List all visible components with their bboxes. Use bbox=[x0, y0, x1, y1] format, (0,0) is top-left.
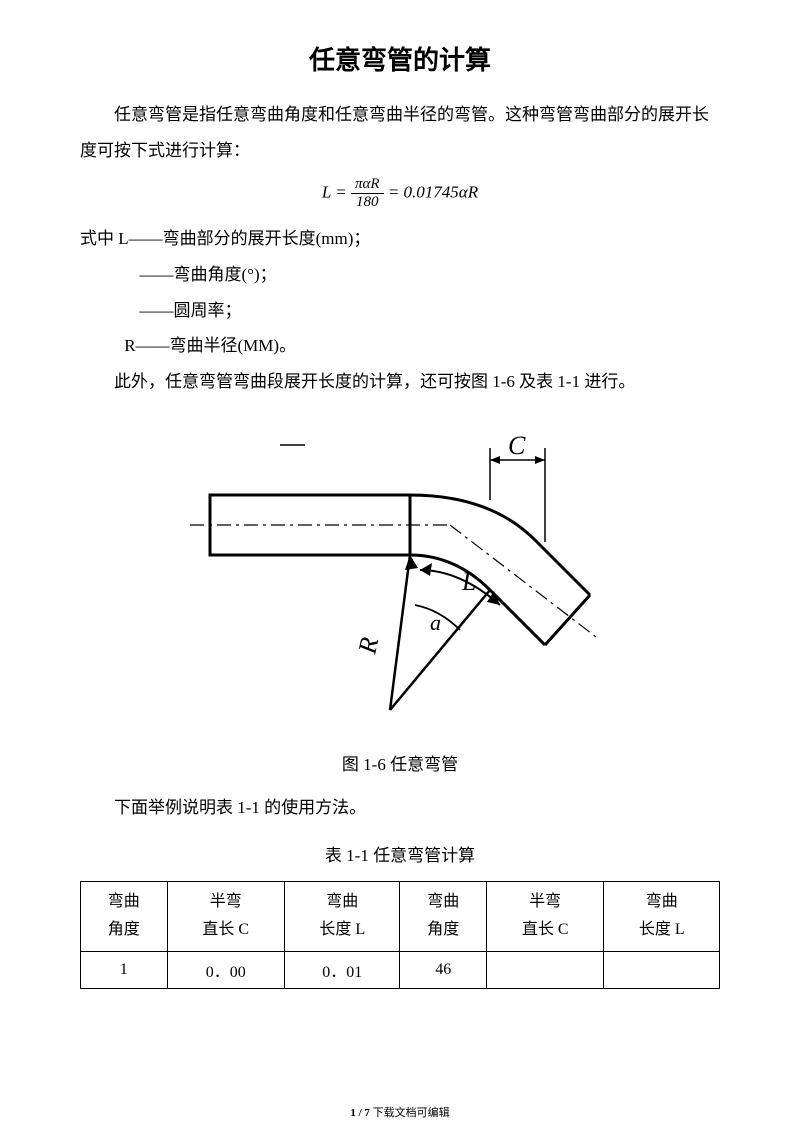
formula-lhs: L bbox=[322, 183, 331, 202]
def-pi: ——圆周率； bbox=[80, 293, 720, 329]
figure-pipe: C L a R bbox=[80, 430, 720, 735]
footer-page: 1 / 7 bbox=[350, 1107, 370, 1119]
table-header-row: 弯曲角度 半弯直长 C 弯曲长度 L 弯曲角度 半弯直长 C 弯曲长度 L bbox=[81, 881, 720, 952]
definition-list: 式中 L——弯曲部分的展开长度(mm)； ——弯曲角度(°)； ——圆周率； R… bbox=[80, 221, 720, 364]
label-R: R bbox=[352, 634, 384, 657]
def-R: R——弯曲半径(MM)。 bbox=[80, 328, 720, 364]
th-lenL-1: 弯曲长度 L bbox=[284, 881, 400, 952]
th-halfC-1: 半弯直长 C bbox=[167, 881, 284, 952]
cell bbox=[604, 952, 720, 989]
formula-fraction: παR 180 bbox=[351, 176, 384, 211]
footer-tail: 下载文档可编辑 bbox=[370, 1107, 450, 1119]
calc-table: 弯曲角度 半弯直长 C 弯曲长度 L 弯曲角度 半弯直长 C 弯曲长度 L 1 … bbox=[80, 881, 720, 990]
note-paragraph: 此外，任意弯管弯曲段展开长度的计算，还可按图 1-6 及表 1-1 进行。 bbox=[80, 364, 720, 400]
th-lenL-2: 弯曲长度 L bbox=[604, 881, 720, 952]
def-alpha: ——弯曲角度(°)； bbox=[80, 257, 720, 293]
cell: 0．01 bbox=[284, 952, 400, 989]
formula-rhs: = 0.01745αR bbox=[388, 183, 478, 202]
cell: 0．00 bbox=[167, 952, 284, 989]
pipe-diagram-svg: C L a R bbox=[190, 430, 610, 730]
figure-caption: 图 1-6 任意弯管 bbox=[80, 750, 720, 775]
formula: L = παR 180 = 0.01745αR bbox=[80, 176, 720, 211]
formula-numerator: παR bbox=[351, 176, 384, 194]
cell: 1 bbox=[81, 952, 168, 989]
formula-denominator: 180 bbox=[351, 194, 384, 211]
th-angle-2: 弯曲角度 bbox=[400, 881, 487, 952]
label-C: C bbox=[508, 431, 526, 460]
th-angle-1: 弯曲角度 bbox=[81, 881, 168, 952]
table-row: 1 0．00 0．01 46 bbox=[81, 952, 720, 989]
page-footer: 1 / 7 下载文档可编辑 bbox=[0, 1104, 800, 1120]
cell bbox=[486, 952, 603, 989]
def-L: 式中 L——弯曲部分的展开长度(mm)； bbox=[80, 221, 720, 257]
th-halfC-2: 半弯直长 C bbox=[486, 881, 603, 952]
table-caption: 表 1-1 任意弯管计算 bbox=[80, 841, 720, 866]
cell: 46 bbox=[400, 952, 487, 989]
intro-paragraph: 任意弯管是指任意弯曲角度和任意弯曲半径的弯管。这种弯管弯曲部分的展开长度可按下式… bbox=[80, 97, 720, 168]
label-L: L bbox=[461, 567, 476, 596]
example-lead: 下面举例说明表 1-1 的使用方法。 bbox=[80, 790, 720, 826]
label-a: a bbox=[430, 610, 441, 635]
page-title: 任意弯管的计算 bbox=[80, 40, 720, 77]
